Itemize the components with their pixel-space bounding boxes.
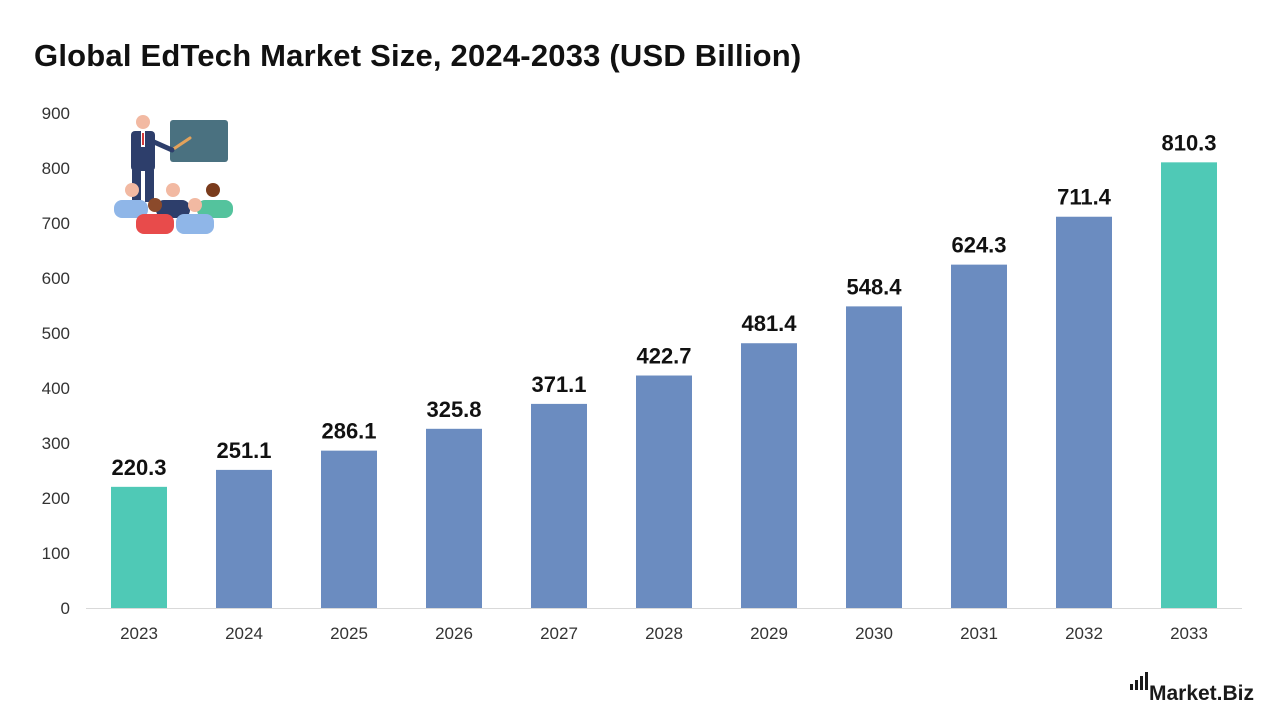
- y-tick-label: 900: [42, 104, 70, 123]
- bar-value-label: 624.3: [951, 233, 1006, 258]
- x-tick-label: 2029: [750, 624, 788, 643]
- bar-value-label: 711.4: [1057, 185, 1112, 210]
- y-tick-label: 200: [42, 489, 70, 508]
- logo-text: Market.Biz: [1148, 682, 1254, 705]
- y-tick-label: 700: [42, 214, 70, 233]
- classroom-teacher-icon: [114, 115, 233, 234]
- bar-value-label: 371.1: [531, 372, 586, 397]
- x-tick-label: 2024: [225, 624, 263, 643]
- y-tick-label: 300: [42, 434, 70, 453]
- x-tick-label: 2031: [960, 624, 998, 643]
- brand-logo: Market.Biz: [1129, 672, 1254, 706]
- bar: [321, 450, 377, 608]
- bar: [111, 486, 167, 608]
- y-tick-label: 800: [42, 159, 70, 178]
- y-tick-label: 600: [42, 269, 70, 288]
- logo-bars-icon: [1129, 672, 1148, 690]
- bar: [636, 375, 692, 608]
- y-tick-label: 100: [42, 544, 70, 563]
- bar-value-label: 286.1: [321, 419, 376, 444]
- bar: [741, 343, 797, 608]
- x-tick-label: 2028: [645, 624, 683, 643]
- bar-value-label: 220.3: [111, 455, 166, 480]
- x-tick-label: 2027: [540, 624, 578, 643]
- bar: [846, 306, 902, 608]
- x-tick-label: 2025: [330, 624, 368, 643]
- x-tick-label: 2033: [1170, 624, 1208, 643]
- bar: [426, 428, 482, 608]
- bar-value-label: 810.3: [1161, 130, 1216, 155]
- x-tick-label: 2032: [1065, 624, 1103, 643]
- chart-title: Global EdTech Market Size, 2024-2033 (US…: [34, 38, 802, 73]
- bar: [951, 264, 1007, 608]
- x-tick-label: 2026: [435, 624, 473, 643]
- bar-value-label: 481.4: [741, 311, 797, 336]
- y-tick-label: 0: [61, 599, 70, 618]
- bar: [1056, 216, 1112, 609]
- x-tick-label: 2023: [120, 624, 158, 643]
- y-tick-label: 400: [42, 379, 70, 398]
- bar-value-label: 548.4: [846, 274, 902, 299]
- bar: [216, 469, 272, 608]
- bar: [1161, 162, 1217, 608]
- bar-value-label: 251.1: [216, 438, 271, 463]
- bar-value-label: 325.8: [426, 397, 481, 422]
- bar: [531, 403, 587, 608]
- y-tick-label: 500: [42, 324, 70, 343]
- bar-value-label: 422.7: [636, 344, 691, 369]
- x-tick-label: 2030: [855, 624, 893, 643]
